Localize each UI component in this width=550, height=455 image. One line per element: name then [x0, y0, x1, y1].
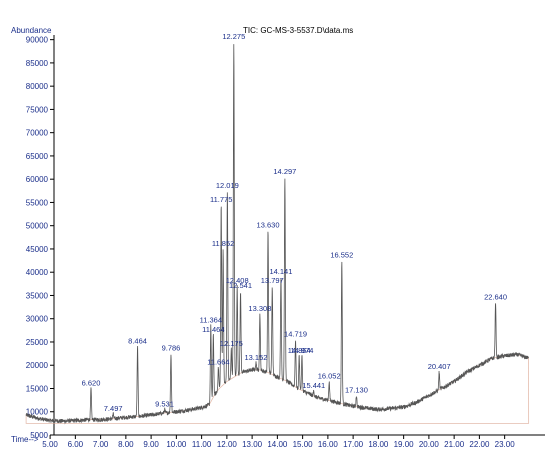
- peak-label: 14.974: [290, 346, 313, 355]
- x-tick-label: 22.00: [469, 440, 490, 449]
- y-tick-label: 15000: [26, 384, 49, 393]
- x-tick-label: 5.00: [42, 440, 58, 449]
- x-tick-label: 7.00: [93, 440, 109, 449]
- x-tick-label: 11.00: [192, 440, 212, 449]
- peak-label: 14.864: [288, 346, 311, 355]
- x-axis-ticks: 5.00 6.00 7.00 8.00 9.00 10.00 11.00 12.00 13.00…: [42, 435, 515, 449]
- peak-label: 13.797: [261, 276, 284, 285]
- peak-label: 12.175: [220, 339, 243, 348]
- baseline-trace: [25, 354, 530, 424]
- x-axis-label: Time-->: [11, 435, 39, 444]
- tic-trace: [25, 44, 529, 425]
- y-tick-label: 30000: [26, 315, 49, 324]
- peak-label: 14.719: [284, 330, 307, 339]
- peak-label: 13.630: [257, 220, 280, 229]
- x-tick-label: 13.00: [242, 440, 263, 449]
- y-axis-ticks: 5000 10000 15000 20000 25000 30000 35000 40000 4…: [26, 36, 54, 440]
- x-tick-label: 12.00: [217, 440, 238, 449]
- y-tick-label: 25000: [26, 338, 49, 347]
- peak-label: 6.620: [82, 378, 101, 387]
- x-tick-label: 20.00: [419, 440, 440, 449]
- x-tick-label: 19.00: [394, 440, 415, 449]
- y-tick-label: 50000: [26, 222, 49, 231]
- peak-label: 11.775: [210, 195, 232, 204]
- x-tick-label: 14.00: [267, 440, 288, 449]
- y-tick-label: 60000: [26, 175, 49, 184]
- peak-label: 20.407: [428, 362, 451, 371]
- peak-label: 7.497: [104, 404, 123, 413]
- peak-label: 11.664: [207, 358, 229, 367]
- x-tick-label: 23.00: [495, 440, 516, 449]
- x-tick-label: 21.00: [444, 440, 465, 449]
- y-tick-label: 65000: [26, 152, 49, 161]
- peak-label: 12.275: [222, 32, 245, 41]
- chart-title: TIC: GC-MS-3-5537.D\data.ms: [243, 26, 353, 35]
- x-tick-label: 16.00: [318, 440, 339, 449]
- y-tick-label: 75000: [26, 105, 49, 114]
- y-tick-label: 45000: [26, 245, 49, 254]
- x-tick-label: 17.00: [343, 440, 364, 449]
- peak-label: 12.541: [229, 281, 252, 290]
- peak-label: 13.308: [248, 304, 271, 313]
- peak-label: 11.852: [212, 239, 234, 248]
- x-tick-label: 15.00: [293, 440, 314, 449]
- x-tick-label: 8.00: [118, 440, 134, 449]
- x-tick-label: 9.00: [143, 440, 159, 449]
- peak-label: 12.408: [226, 276, 249, 285]
- peak-label: 9.531: [155, 399, 174, 408]
- peak-label: 9.786: [162, 344, 181, 353]
- y-tick-label: 40000: [26, 268, 49, 277]
- y-tick-label: 20000: [26, 361, 49, 370]
- peak-label: 16.552: [330, 251, 353, 260]
- peak-label: 8.464: [128, 337, 147, 346]
- x-tick-label: 10.00: [166, 440, 187, 449]
- peak-label: 14.141: [269, 267, 292, 276]
- y-tick-label: 5000: [30, 431, 48, 440]
- plot-area: [25, 44, 530, 425]
- peak-label: 22.640: [484, 292, 507, 301]
- y-tick-label: 85000: [26, 59, 49, 68]
- y-tick-label: 70000: [26, 129, 49, 138]
- y-tick-label: 55000: [26, 198, 49, 207]
- peak-label: 11.364: [200, 316, 222, 325]
- peak-label: 14.297: [273, 167, 296, 176]
- y-tick-label: 35000: [26, 291, 49, 300]
- peak-label: 11.464: [202, 325, 224, 334]
- peak-label: 17.130: [345, 385, 368, 394]
- y-tick-label: 90000: [26, 36, 49, 45]
- peak-label: 15.441: [302, 381, 325, 390]
- y-tick-label: 80000: [26, 82, 49, 91]
- peak-label: 13.152: [244, 353, 267, 362]
- y-tick-label: 10000: [26, 408, 49, 417]
- x-tick-label: 6.00: [68, 440, 84, 449]
- peak-label: 16.052: [318, 372, 341, 381]
- x-tick-label: 18.00: [368, 440, 389, 449]
- peak-label: 12.019: [216, 181, 239, 190]
- y-axis-label: Abundance: [11, 26, 52, 35]
